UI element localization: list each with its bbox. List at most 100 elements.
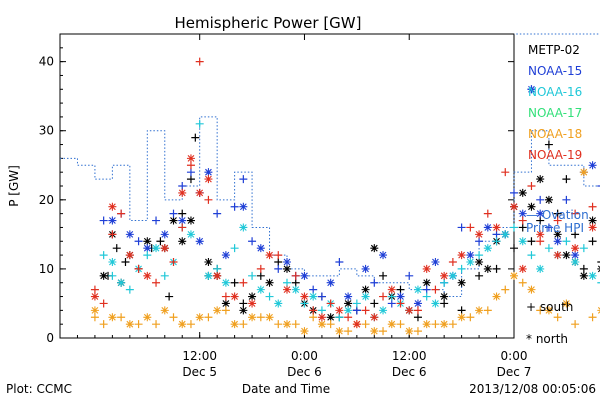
point-noaa-15-north (518, 209, 527, 218)
point-noaa-19-north (108, 202, 117, 211)
point-noaa-15-north (178, 216, 187, 225)
point-noaa-19-south (588, 202, 597, 211)
point-noaa-16-south (597, 282, 600, 284)
point-noaa-16-north (221, 278, 230, 287)
point-metp-02-south (396, 285, 405, 294)
point-noaa-18-south (501, 285, 510, 294)
point-noaa-18-north (230, 320, 239, 329)
point-metp-02-north (143, 237, 152, 246)
point-noaa-19-south (117, 209, 126, 218)
y-tick-label-1: 10 (39, 262, 54, 276)
point-metp-02-north (562, 251, 571, 260)
point-noaa-15-north (396, 292, 405, 301)
point-noaa-15-south (309, 285, 318, 294)
point-noaa-18-north (475, 306, 484, 315)
point-metp-02-south (475, 271, 484, 280)
point-noaa-15-north (195, 237, 204, 246)
point-noaa-16-north (571, 258, 580, 266)
point-noaa-16-south (265, 292, 274, 301)
point-noaa-16-north (291, 285, 300, 294)
point-noaa-15-north (125, 230, 134, 239)
point-noaa-19-south (361, 306, 370, 315)
point-noaa-15-south (213, 209, 222, 218)
point-noaa-15-south (492, 230, 501, 239)
point-noaa-19-south (501, 168, 510, 177)
point-metp-02-north (553, 230, 562, 239)
point-noaa-19-south (431, 285, 440, 294)
point-noaa-19-south (448, 258, 457, 266)
point-noaa-18-north (213, 306, 222, 315)
point-noaa-16-north (501, 230, 510, 239)
point-noaa-19-south (396, 299, 405, 308)
point-noaa-15-south (475, 237, 484, 246)
point-noaa-16-north (588, 271, 597, 280)
point-noaa-18-south (431, 320, 440, 329)
point-noaa-18-south (221, 306, 230, 315)
point-noaa-16-south (283, 278, 291, 287)
point-noaa-18-north (143, 313, 152, 322)
point-metp-02-south (440, 299, 449, 308)
point-noaa-19-south (99, 299, 108, 308)
point-metp-02-south (562, 175, 571, 184)
point-noaa-18-south (483, 306, 492, 315)
point-noaa-18-north (422, 320, 431, 329)
point-noaa-19-north (230, 292, 239, 301)
point-metp-02-south (165, 292, 174, 301)
point-noaa-18-south (344, 327, 353, 336)
point-noaa-15-south (387, 299, 396, 308)
point-noaa-19-north (536, 230, 545, 239)
point-noaa-16-north (204, 271, 213, 280)
legend-noaa-17: NOAA-17 (528, 106, 582, 120)
point-noaa-15-north (160, 230, 169, 239)
point-noaa-19-north (283, 285, 291, 294)
point-noaa-19-south (134, 264, 143, 273)
point-noaa-16-north (413, 285, 422, 294)
y-axis-label: P [GW] (7, 165, 21, 207)
point-noaa-15-north (204, 168, 213, 177)
point-metp-02-north (239, 306, 248, 315)
point-noaa-18-south (274, 320, 283, 329)
chart-title: Hemispheric Power [GW] (175, 14, 362, 32)
x-tick-time-0: 12:00 (182, 349, 217, 363)
point-noaa-16-north (466, 258, 475, 266)
point-metp-02-south (597, 261, 600, 263)
y-tick-label-2: 20 (39, 193, 54, 207)
point-noaa-16-north (361, 292, 370, 301)
point-noaa-15-south (536, 195, 545, 204)
point-noaa-19-north (186, 154, 195, 163)
point-noaa-18-north (440, 320, 449, 329)
point-noaa-15-north (256, 244, 265, 253)
point-metp-02-south (510, 244, 518, 253)
point-noaa-19-south (379, 292, 388, 301)
point-metp-02-south (413, 313, 422, 322)
point-noaa-18-south (309, 313, 318, 322)
point-noaa-18-south (186, 320, 195, 329)
point-noaa-16-south (213, 264, 222, 273)
point-noaa-16-south (510, 223, 518, 232)
point-noaa-19-south (204, 195, 213, 204)
point-noaa-19-south (571, 209, 580, 218)
point-noaa-18-north (108, 313, 117, 322)
point-noaa-19-south (518, 216, 527, 225)
point-noaa-19-north (160, 244, 169, 253)
point-noaa-15-north (553, 237, 562, 246)
point-noaa-16-north (117, 278, 126, 287)
point-noaa-15-south (562, 195, 571, 204)
point-noaa-15-south (186, 168, 195, 177)
point-noaa-19-north (553, 251, 562, 260)
point-metp-02-south (256, 271, 265, 280)
point-noaa-19-south (527, 182, 536, 190)
point-noaa-19-south (239, 278, 248, 287)
point-noaa-19-south (186, 161, 195, 170)
point-metp-02-south (230, 278, 239, 287)
point-metp-02-north (169, 216, 178, 225)
point-noaa-18-north (283, 320, 291, 329)
point-noaa-18-south (536, 306, 545, 315)
point-noaa-16-south (230, 244, 239, 253)
legend-ovation-0: — Ovation (526, 208, 589, 222)
point-noaa-16-north (379, 306, 388, 315)
point-noaa-19-north (457, 251, 466, 260)
point-noaa-19-south (413, 306, 422, 315)
point-metp-02-north (370, 244, 379, 253)
